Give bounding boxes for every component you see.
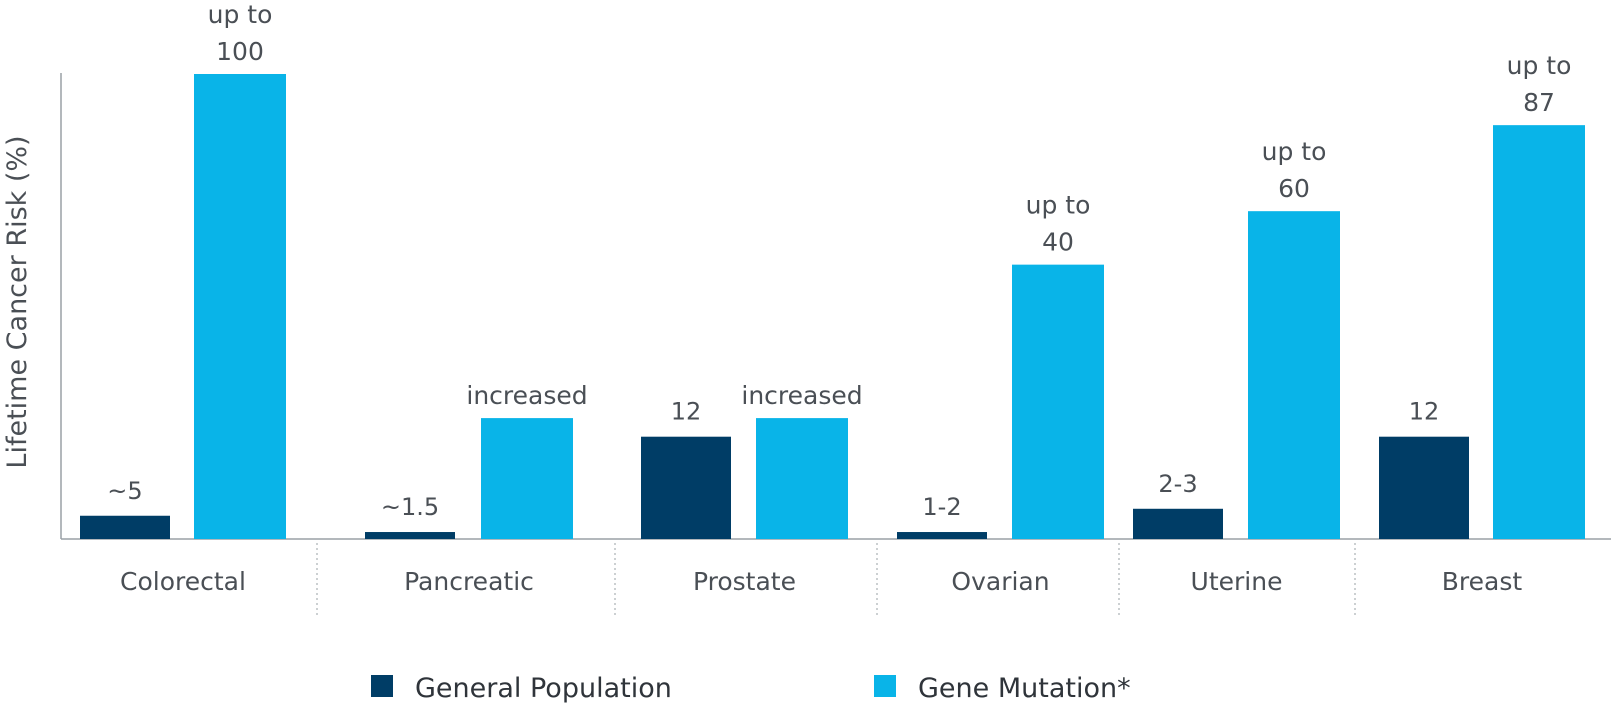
legend-label-gene-mutation: Gene Mutation* xyxy=(918,673,1131,704)
bar-general-population-uterine xyxy=(1133,508,1223,539)
category-separators xyxy=(316,543,1356,615)
y-axis-label: Lifetime Cancer Risk (%) xyxy=(2,135,33,468)
bar-gene-mutation-uterine xyxy=(1248,211,1340,540)
bar-gene-mutation-colorectal xyxy=(194,74,286,539)
bar-general-population-pancreatic xyxy=(365,532,455,539)
bars-layer xyxy=(80,74,1585,540)
data-label: 12 xyxy=(671,398,702,426)
bar-general-population-colorectal xyxy=(80,515,170,539)
category-label-ovarian: Ovarian xyxy=(951,567,1049,596)
legend-label-general-population: General Population xyxy=(415,673,672,704)
bar-general-population-ovarian xyxy=(897,532,987,539)
data-label: 12 xyxy=(1409,398,1440,426)
data-label: ~5 xyxy=(107,477,142,505)
bar-gene-mutation-ovarian xyxy=(1012,264,1104,539)
data-labels: ~5 up to 100 ~1.5 increased 12 increased 1-2 up … xyxy=(107,0,1571,521)
data-label: increased xyxy=(741,381,862,410)
data-label: ~1.5 xyxy=(381,493,439,521)
bar-gene-mutation-breast xyxy=(1493,125,1585,540)
data-label: up to xyxy=(208,0,273,29)
bar-general-population-breast xyxy=(1379,436,1469,539)
legend: General Population Gene Mutation* xyxy=(371,673,1131,704)
data-label: 1-2 xyxy=(922,493,961,521)
category-label-prostate: Prostate xyxy=(693,567,796,596)
data-label: increased xyxy=(466,381,587,410)
data-label: up to xyxy=(1262,137,1327,166)
data-label: 2-3 xyxy=(1158,470,1197,498)
data-label: 100 xyxy=(216,37,264,66)
category-label-uterine: Uterine xyxy=(1191,567,1283,596)
data-label: up to xyxy=(1026,191,1091,220)
data-label: up to xyxy=(1507,51,1572,80)
category-label-pancreatic: Pancreatic xyxy=(404,567,534,596)
legend-swatch-general-population xyxy=(371,675,393,697)
bar-gene-mutation-prostate xyxy=(756,418,848,539)
bar-gene-mutation-pancreatic xyxy=(481,418,573,539)
legend-swatch-gene-mutation xyxy=(874,675,896,697)
data-label: 87 xyxy=(1523,88,1555,117)
data-label: 60 xyxy=(1278,174,1310,203)
category-labels: Colorectal Pancreatic Prostate Ovarian Uteri… xyxy=(120,567,1522,596)
data-label: 40 xyxy=(1042,228,1074,257)
bar-general-population-prostate xyxy=(641,436,731,539)
category-label-colorectal: Colorectal xyxy=(120,567,246,596)
category-label-breast: Breast xyxy=(1442,567,1523,596)
